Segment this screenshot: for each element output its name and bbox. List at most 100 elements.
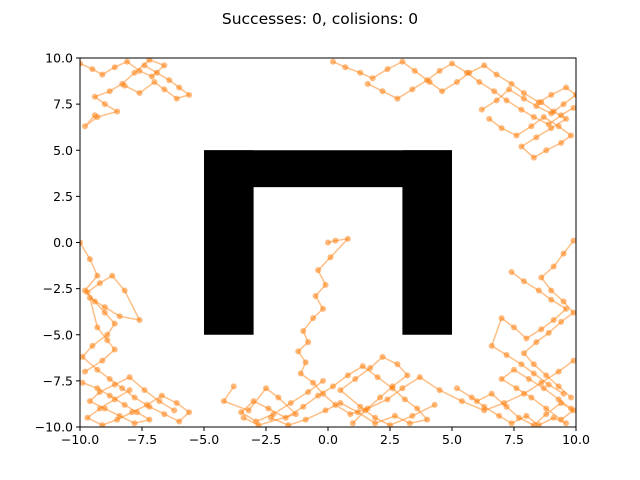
- trajectory-point: [89, 342, 96, 349]
- trajectory-point: [80, 60, 83, 67]
- trajectory-point: [106, 376, 113, 383]
- trajectory-point: [520, 278, 527, 285]
- trajectory-15: [473, 366, 576, 427]
- trajectory-point: [535, 287, 542, 294]
- trajectory-point: [563, 420, 570, 427]
- trajectory-point: [131, 69, 138, 76]
- trajectory-point: [121, 287, 128, 294]
- trajectory-point: [320, 377, 327, 384]
- trajectory-point: [520, 350, 527, 357]
- trajectory-point: [91, 93, 98, 100]
- trajectory-point: [295, 348, 302, 355]
- trajectory-point: [530, 114, 537, 121]
- trajectory-point: [101, 309, 108, 316]
- trajectory-point: [409, 86, 416, 93]
- trajectory-point: [322, 281, 329, 288]
- trajectory-point: [543, 405, 550, 412]
- trajectory-point: [275, 394, 282, 401]
- trajectory-point: [414, 405, 421, 412]
- trajectory-point: [146, 416, 153, 423]
- trajectory-point: [486, 115, 493, 122]
- x-tick-label: −5.0: [189, 432, 219, 447]
- trajectory-point: [568, 394, 575, 401]
- obstacle-3: [204, 150, 452, 188]
- trajectory-point: [310, 379, 317, 386]
- trajectory-point: [560, 390, 567, 397]
- trajectory-point: [263, 385, 269, 392]
- trajectory-point: [267, 414, 274, 421]
- trajectory-point: [525, 376, 532, 383]
- trajectory-point: [496, 412, 503, 419]
- trajectory-point: [558, 139, 565, 146]
- trajectory-point: [558, 318, 565, 325]
- trajectory-line: [222, 385, 298, 427]
- trajectory-point: [106, 88, 113, 95]
- trajectory-point: [111, 320, 118, 327]
- trajectory-point: [384, 66, 391, 73]
- trajectory-point: [186, 91, 193, 98]
- trajectory-point: [468, 394, 475, 401]
- trajectory-point: [570, 104, 576, 111]
- trajectory-point: [493, 97, 500, 104]
- trajectory-point: [513, 132, 520, 139]
- trajectory-point: [131, 394, 138, 401]
- trajectory-point: [399, 58, 406, 65]
- trajectory-layer: [80, 58, 576, 427]
- trajectory-point: [394, 95, 401, 102]
- trajectory-point: [424, 416, 431, 423]
- trajectory-point: [476, 78, 483, 85]
- trajectory-point: [530, 361, 537, 368]
- trajectory-point: [171, 407, 178, 414]
- trajectory-point: [409, 412, 416, 419]
- y-tick-label: −7.5: [43, 373, 73, 388]
- trajectory-point: [528, 123, 535, 130]
- trajectory-point: [550, 316, 557, 323]
- trajectory-point: [347, 411, 354, 418]
- trajectory-point: [111, 381, 118, 388]
- trajectory-point: [555, 383, 562, 390]
- trajectory-point: [394, 361, 401, 368]
- trajectory-point: [570, 309, 576, 316]
- trajectory-point: [84, 414, 91, 421]
- trajectory-point: [161, 411, 168, 418]
- trajectory-point: [374, 374, 381, 381]
- trajectory-point: [391, 412, 398, 419]
- trajectory-point: [540, 385, 547, 392]
- trajectory-point: [379, 88, 386, 95]
- trajectory-point: [543, 147, 550, 154]
- trajectory-point: [377, 394, 384, 401]
- trajectory-9: [121, 62, 193, 102]
- trajectory-point: [315, 267, 322, 274]
- trajectory-point: [533, 134, 540, 141]
- trajectory-point: [136, 316, 143, 323]
- trajectory-point: [151, 78, 158, 85]
- trajectory-point: [548, 296, 555, 303]
- trajectory-point: [300, 328, 307, 335]
- trajectory-point: [327, 254, 334, 261]
- trajectory-point: [362, 407, 369, 414]
- trajectory-14: [488, 269, 570, 397]
- trajectory-point: [101, 304, 108, 311]
- trajectory-16: [453, 385, 570, 427]
- trajectory-point: [401, 396, 408, 403]
- trajectory-point: [488, 342, 495, 349]
- trajectory-point: [312, 293, 319, 300]
- x-tick-label: 0.0: [318, 432, 338, 447]
- trajectory-point: [101, 405, 108, 412]
- trajectory-point: [354, 409, 361, 416]
- trajectory-point: [523, 412, 530, 419]
- trajectory-point: [560, 101, 567, 108]
- trajectory-point: [337, 400, 344, 407]
- trajectory-point: [265, 405, 272, 412]
- trajectory-point: [364, 80, 371, 87]
- trajectory-point: [238, 409, 245, 416]
- trajectory-point: [568, 132, 575, 139]
- trajectory-point: [540, 114, 547, 121]
- trajectory-point: [131, 420, 138, 427]
- trajectory-point: [498, 376, 505, 383]
- trajectory-point: [136, 67, 143, 74]
- trajectory-point: [94, 366, 101, 373]
- trajectory-point: [508, 420, 515, 427]
- chart-title: Successes: 0, colisions: 0: [222, 10, 418, 28]
